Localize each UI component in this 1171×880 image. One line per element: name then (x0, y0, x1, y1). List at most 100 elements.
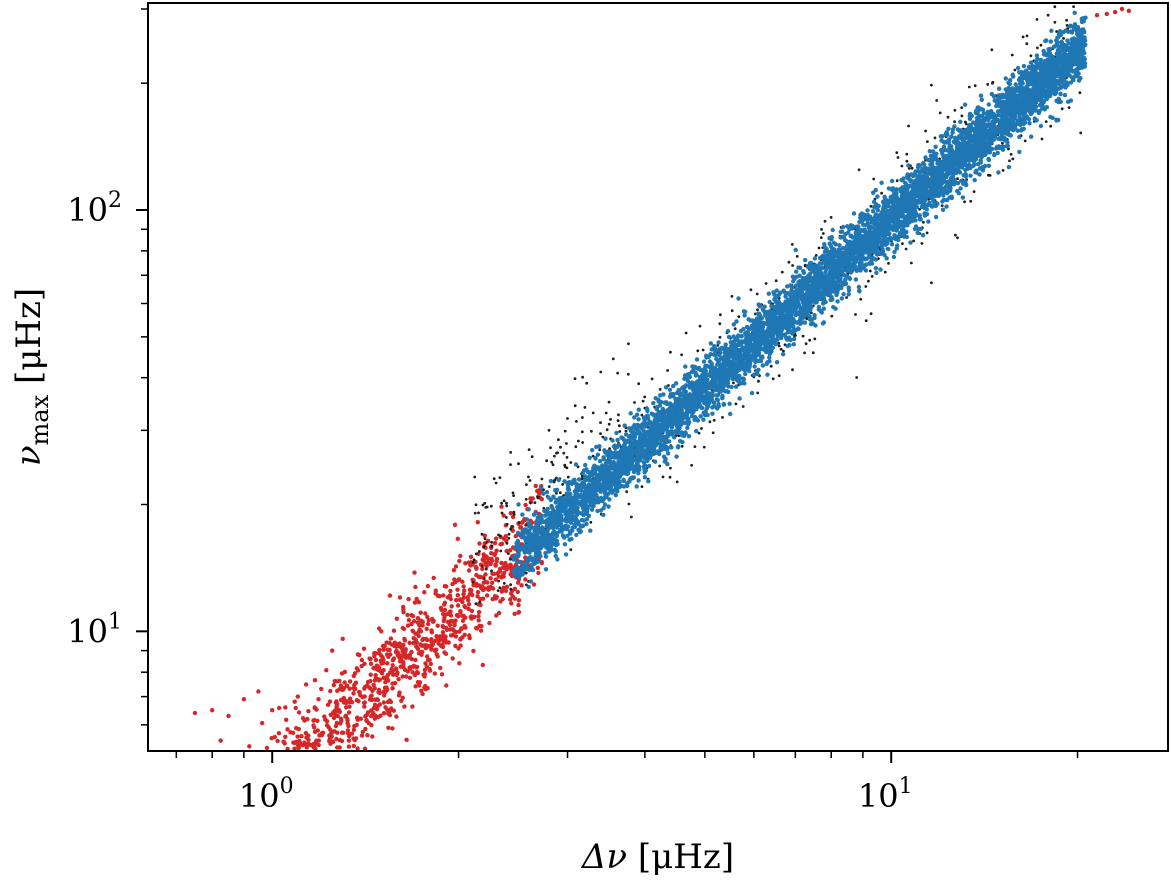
point-s0-361 (299, 734, 304, 739)
point-s1-572 (1046, 13, 1050, 17)
point-s1-705 (591, 411, 595, 415)
point-s2-2858 (715, 397, 720, 403)
point-s0-977 (368, 661, 374, 666)
point-s0-1262 (494, 556, 500, 561)
point-s0-206 (316, 742, 321, 748)
point-s0-100 (499, 504, 504, 509)
point-s0-1005 (508, 511, 513, 516)
point-s1-121 (483, 501, 487, 505)
point-s0-1403 (241, 697, 247, 702)
point-s1-535 (484, 567, 488, 571)
point-s2-1888 (1068, 98, 1074, 103)
point-s1-137 (599, 370, 603, 374)
point-s0-1189 (478, 628, 484, 633)
point-s1-224 (991, 80, 995, 84)
point-s2-2853 (884, 256, 889, 261)
point-s2-2680 (610, 438, 615, 443)
point-s2-241 (587, 455, 592, 460)
point-s1-347 (1021, 35, 1025, 39)
point-s1-323 (545, 459, 548, 463)
point-s0-1341 (341, 730, 346, 735)
point-s0-136 (426, 621, 431, 627)
point-s1-344 (505, 522, 509, 526)
point-s2-373 (1038, 123, 1044, 129)
point-s1-114 (680, 444, 684, 448)
point-s2-3118 (1051, 44, 1057, 49)
point-s0-1371 (316, 697, 321, 702)
point-s0-1072 (324, 668, 329, 673)
point-s0-1399 (430, 616, 435, 622)
point-s0-1260 (349, 731, 355, 736)
point-s1-544 (601, 435, 605, 439)
point-s0-1166 (516, 609, 522, 615)
point-s0-917 (478, 602, 483, 608)
point-s0-374 (347, 704, 352, 709)
point-s2-3037 (892, 235, 897, 241)
point-s2-1432 (839, 296, 844, 301)
point-s1-612 (940, 204, 944, 208)
point-s1-183 (643, 395, 647, 399)
point-s0-298 (404, 737, 409, 742)
point-s0-878 (441, 618, 446, 624)
series-2 (511, 10, 1088, 590)
point-s1-272 (482, 577, 486, 580)
point-s2-2765 (940, 199, 945, 204)
point-s1-610 (509, 583, 512, 587)
point-s1-434 (471, 580, 475, 584)
point-s0-781 (496, 610, 502, 616)
point-s1-124 (701, 348, 705, 352)
point-s0-1280 (481, 586, 486, 592)
point-s0-877 (467, 633, 472, 638)
point-s0-576 (479, 624, 484, 629)
point-s1-452 (1008, 159, 1011, 163)
point-s0-613 (319, 730, 325, 736)
point-s2-1727 (992, 152, 997, 158)
point-s0-623 (335, 745, 340, 750)
point-s2-842 (920, 233, 926, 238)
point-s1-133 (859, 297, 863, 301)
point-s1-703 (583, 406, 587, 409)
point-s1-688 (697, 431, 701, 435)
point-s1-620 (505, 501, 508, 505)
point-s0-1139 (311, 744, 316, 750)
point-s0-1031 (303, 682, 309, 687)
point-s0-398 (440, 611, 446, 617)
point-s1-361 (500, 501, 503, 505)
point-s2-3108 (974, 168, 979, 173)
point-s1-607 (1035, 18, 1039, 21)
point-s0-1255 (276, 731, 282, 736)
point-s1-666 (918, 207, 921, 211)
point-s1-362 (954, 233, 957, 237)
point-s1-469 (533, 501, 537, 505)
point-s0-733 (351, 685, 356, 691)
point-s2-1099 (812, 256, 818, 261)
point-s2-2315 (904, 234, 909, 240)
point-s1-337 (512, 494, 515, 497)
point-s1-671 (605, 428, 609, 432)
point-s0-841 (347, 686, 352, 691)
point-s2-2697 (606, 491, 611, 496)
point-s1-377 (580, 474, 584, 478)
point-s0-46 (247, 744, 252, 749)
point-s2-352 (986, 102, 991, 107)
point-s0-1268 (264, 745, 270, 751)
point-s2-3254 (526, 584, 531, 590)
point-s0-1412 (412, 600, 418, 605)
point-s0-1156 (393, 649, 399, 655)
point-s0-418 (508, 572, 513, 577)
point-s0-399 (390, 663, 395, 668)
point-s0-435 (405, 612, 410, 618)
point-s1-151 (787, 260, 791, 264)
point-s1-333 (732, 381, 735, 385)
point-s1-658 (505, 516, 508, 519)
point-s1-23 (986, 83, 990, 86)
point-s0-1025 (422, 667, 428, 673)
point-s0-868 (387, 712, 393, 718)
point-s2-3306 (949, 134, 954, 139)
point-s0-1360 (490, 596, 495, 602)
point-s0-1027 (403, 648, 408, 653)
point-s1-627 (658, 464, 662, 468)
point-s0-849 (351, 691, 356, 696)
point-s0-978 (427, 657, 432, 663)
point-s0-1190 (503, 534, 508, 539)
